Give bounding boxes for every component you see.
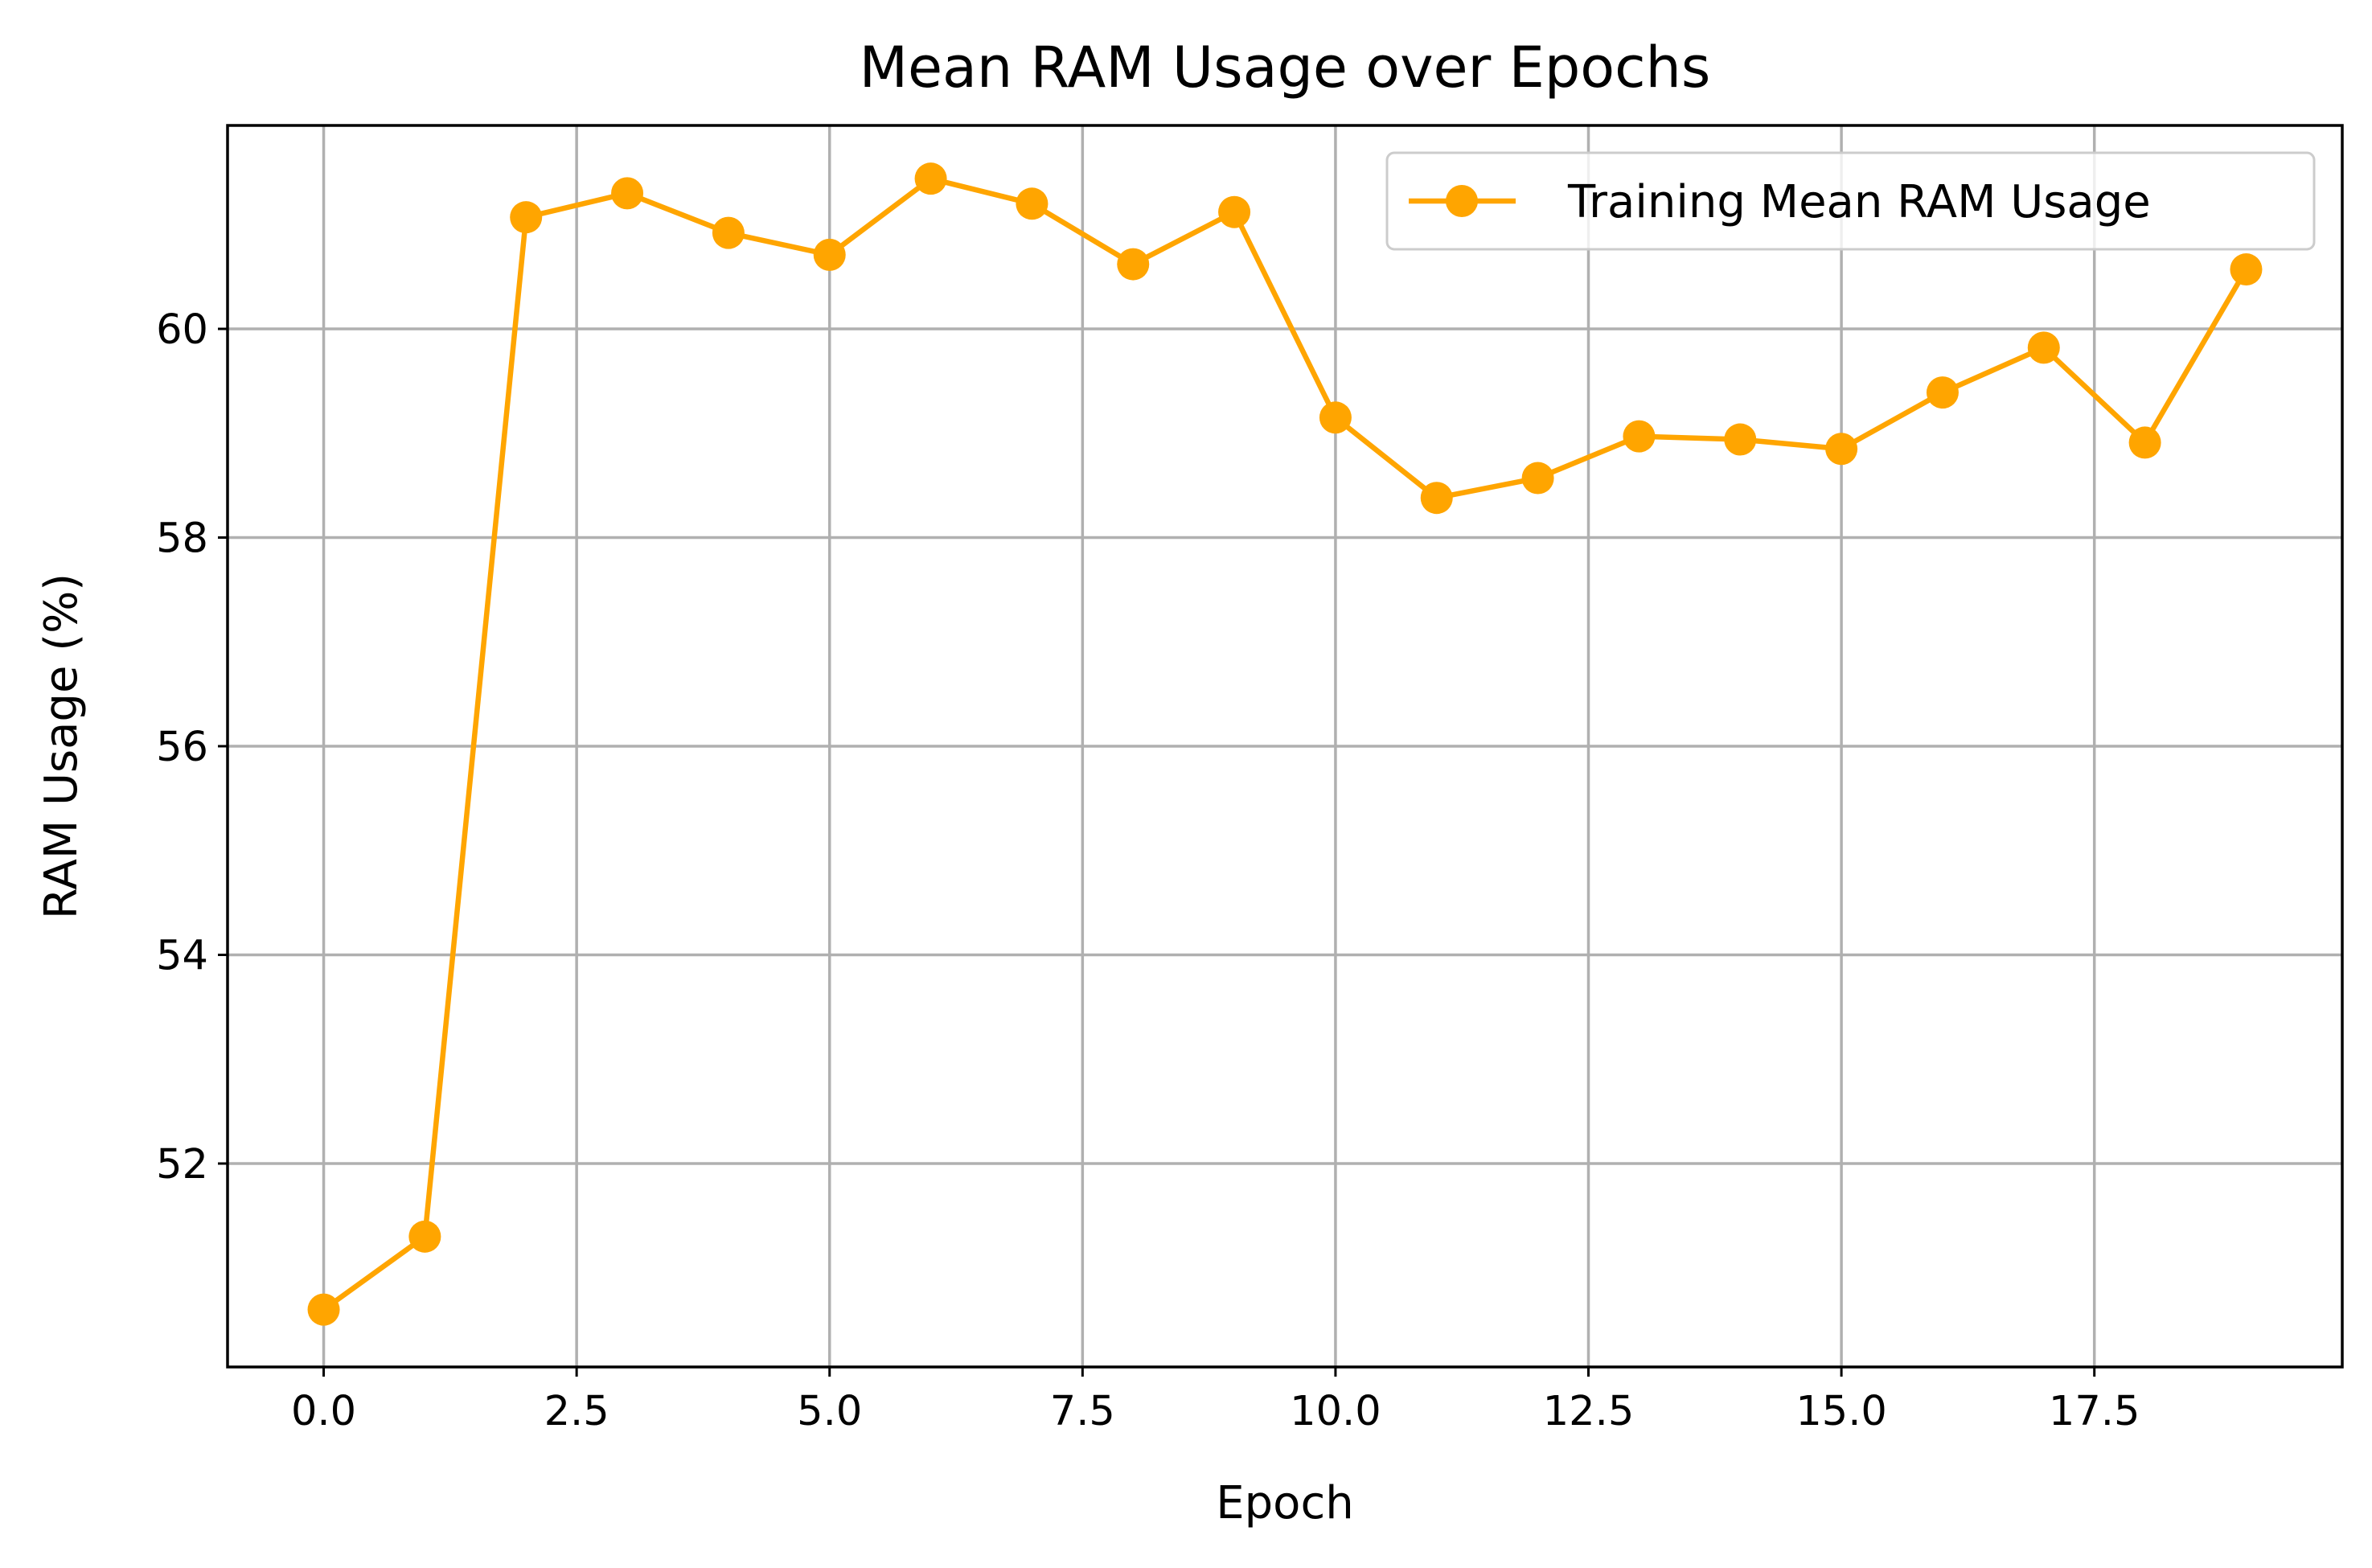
x-tick-label: 7.5: [1050, 1388, 1115, 1435]
y-tick-label: 58: [156, 515, 208, 563]
data-point: [1521, 462, 1554, 495]
x-tick-label: 15.0: [1795, 1388, 1887, 1435]
data-point: [1623, 420, 1656, 453]
x-tick-label: 12.5: [1543, 1388, 1635, 1435]
y-axis-ticks: 52 54 56 58 60: [156, 306, 228, 1188]
data-point: [1218, 195, 1251, 228]
data-point: [1724, 423, 1757, 456]
legend-marker-sample: [1446, 185, 1478, 217]
y-axis-label: RAM Usage (%): [35, 573, 88, 919]
data-point: [510, 201, 543, 234]
data-point: [307, 1293, 340, 1326]
x-tick-label: 10.0: [1290, 1388, 1381, 1435]
x-axis-ticks: 0.0 2.5 5.0 7.5 10.0 12.5 15.0 17.5: [291, 1367, 2140, 1435]
chart-title: Mean RAM Usage over Epochs: [860, 35, 1711, 101]
series-line: [322, 175, 2249, 1312]
series-layer: [307, 162, 2263, 1326]
x-tick-label: 5.0: [797, 1388, 862, 1435]
x-axis-label: Epoch: [1216, 1477, 1353, 1529]
data-point: [813, 238, 846, 271]
y-tick-label: 60: [156, 306, 208, 354]
x-tick-label: 17.5: [2049, 1388, 2140, 1435]
data-point: [408, 1220, 441, 1253]
data-point: [1420, 482, 1453, 515]
grid-lines: [228, 125, 2342, 1367]
y-tick-label: 56: [156, 724, 208, 771]
x-tick-label: 2.5: [544, 1388, 609, 1435]
data-point: [611, 177, 644, 210]
data-point: [1319, 401, 1352, 434]
x-tick-label: 0.0: [291, 1388, 356, 1435]
y-tick-label: 54: [156, 932, 208, 979]
legend-box: [1385, 151, 2316, 251]
data-point: [2027, 331, 2060, 364]
data-point: [1117, 248, 1150, 281]
data-point: [2230, 253, 2263, 286]
y-tick-label: 52: [156, 1141, 208, 1188]
legend-label: Training Mean RAM Usage: [1567, 176, 2151, 228]
legend: Training Mean RAM Usage: [1385, 151, 2316, 251]
data-point: [1825, 433, 1858, 466]
data-point: [1926, 376, 1959, 409]
data-point: [712, 216, 745, 249]
data-point: [914, 162, 947, 195]
data-point: [1016, 187, 1049, 220]
data-point: [2128, 426, 2161, 459]
